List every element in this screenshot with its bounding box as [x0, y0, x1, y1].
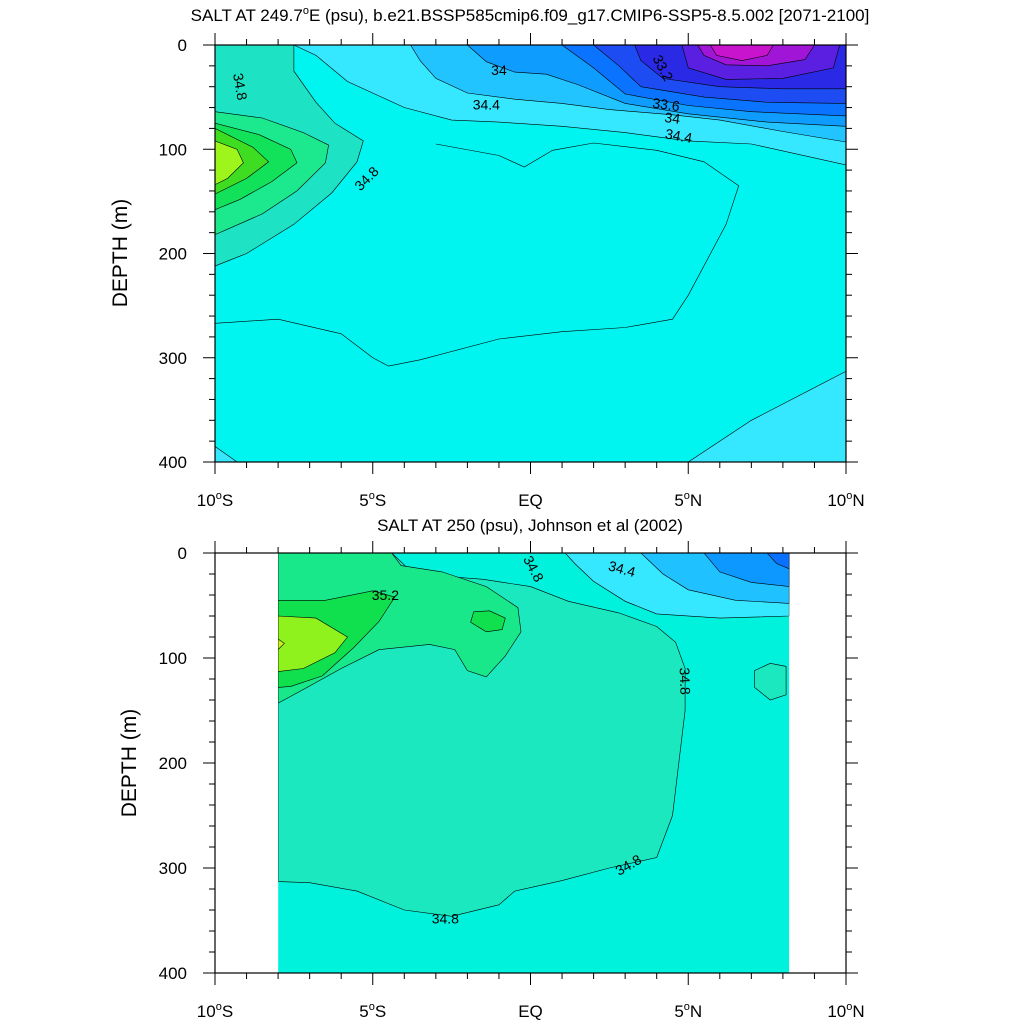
panel-title: SALT AT 249.7oE (psu), b.e21.BSSP585cmip…: [191, 5, 870, 25]
y-tick-label: 100: [159, 140, 187, 159]
y-tick-label: 200: [159, 754, 187, 773]
y-tick-label: 200: [159, 245, 187, 264]
model-salinity-panel: SALT AT 249.7oE (psu), b.e21.BSSP585cmip…: [109, 5, 869, 510]
y-tick-label: 0: [178, 36, 187, 55]
x-tick-label: 10oS: [197, 490, 233, 510]
contour-label: 34: [664, 109, 682, 127]
contour-label: 34.8: [677, 667, 694, 695]
x-tick-label: EQ: [518, 491, 543, 510]
x-tick-label: 5oS: [359, 1001, 386, 1021]
y-tick-label: 400: [159, 453, 187, 472]
x-tick-label: 10oS: [197, 1001, 233, 1021]
x-tick-label: 5oN: [674, 1001, 702, 1021]
contour-region: [754, 662, 787, 701]
x-tick-label: 10oN: [827, 1001, 864, 1021]
contour-label: 33.6: [652, 95, 681, 115]
contour-region: [687, 370, 846, 462]
axes: 0 100 200 300 400 10oS 5oS EQ 5oN 10oN: [159, 33, 865, 510]
x-tick-label: 5oS: [359, 490, 386, 510]
contour-label: 34.4: [607, 557, 638, 580]
observed-salinity-panel: SALT AT 250 (psu), Johnson et al (2002) …: [118, 516, 865, 1021]
contour-region: [278, 615, 348, 672]
y-tick-label: 0: [178, 544, 187, 563]
y-tick-label: 100: [159, 649, 187, 668]
y-tick-label: 300: [159, 859, 187, 878]
contour-line: [215, 142, 740, 367]
contour-label: 35.2: [372, 587, 399, 603]
contour-region: [703, 553, 790, 587]
contour-region: [215, 140, 244, 186]
x-tick-label: EQ: [518, 1002, 543, 1021]
contour-plot-area: 35.234.8 34.434.834.834.8: [278, 553, 790, 973]
x-tick-label: 5oN: [674, 490, 702, 510]
contour-region: [709, 45, 774, 61]
y-axis-label: DEPTH (m): [109, 199, 132, 308]
contour-label: 34: [491, 62, 507, 78]
contour-region: [278, 638, 285, 651]
contour-region: [766, 553, 790, 570]
x-tick-label: 10oN: [827, 490, 864, 510]
contour-fill-group: [215, 45, 846, 462]
contour-region: [278, 553, 522, 704]
axes: 0 100 200 300 400 10oS 5oS EQ 5oN 10oN: [159, 541, 865, 1021]
contour-region: [215, 446, 238, 462]
y-axis-label: DEPTH (m): [118, 709, 141, 818]
panel-title: SALT AT 250 (psu), Johnson et al (2002): [377, 516, 683, 535]
y-tick-label: 400: [159, 964, 187, 983]
contour-region: [470, 610, 506, 633]
contour-label: 34.4: [664, 125, 694, 146]
contour-label: 34.4: [473, 96, 500, 112]
contour-label: 34.8: [432, 910, 459, 926]
contour-fill-group: [278, 553, 790, 973]
y-tick-label: 300: [159, 349, 187, 368]
contour-label: 34.8: [230, 72, 251, 102]
